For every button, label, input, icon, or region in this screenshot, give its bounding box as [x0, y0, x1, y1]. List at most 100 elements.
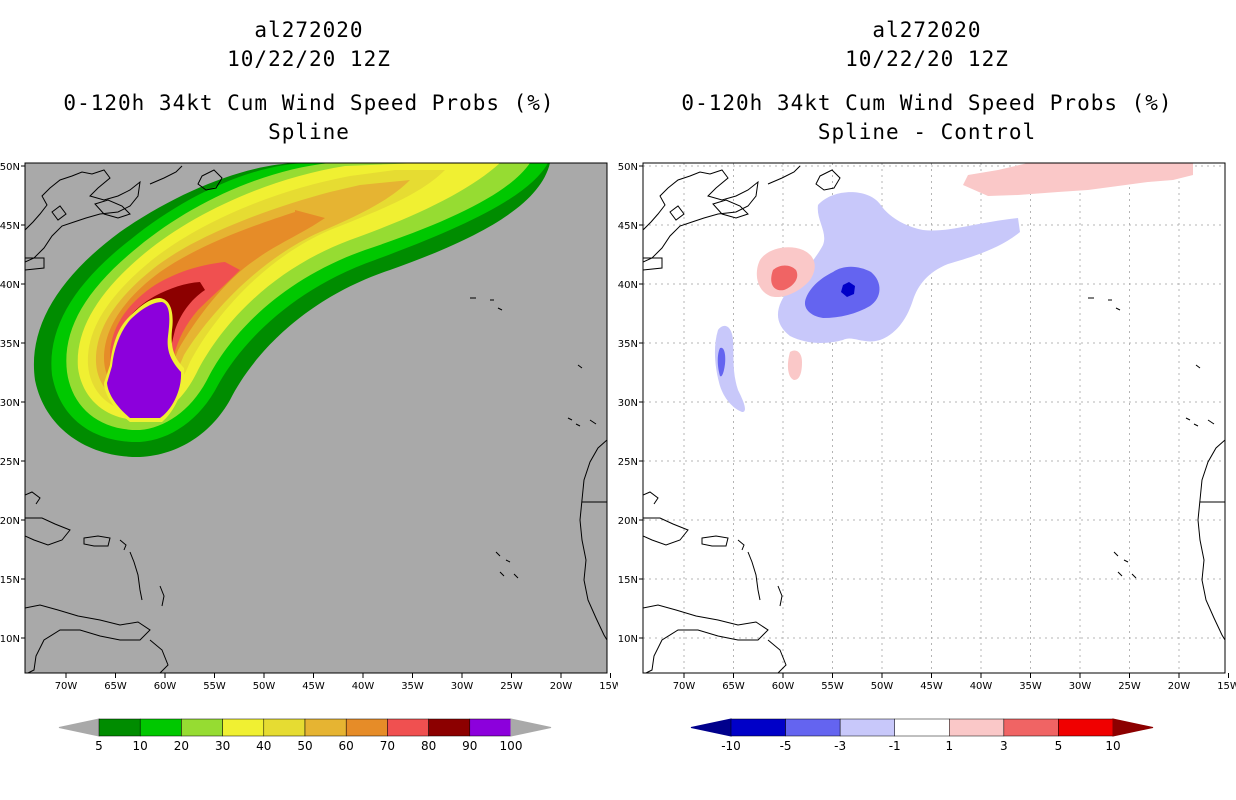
lat-tick-label: 50N	[0, 162, 20, 173]
colorbar-swatch	[785, 718, 841, 737]
lon-tick-label: 25W	[1118, 681, 1141, 692]
lat-tick-label: 40N	[0, 280, 20, 291]
colorbar-swatch	[730, 718, 786, 737]
lon-tick-label: 40W	[970, 681, 993, 692]
lat-tick-label: 45N	[618, 221, 638, 232]
colorbar-swatch	[345, 718, 388, 737]
right-coastlines	[643, 165, 1225, 673]
colorbar-swatch	[949, 718, 1005, 737]
colorbar-label: 30	[215, 739, 230, 753]
diff-neg-1-west	[714, 325, 745, 412]
colorbar-label: 5	[1055, 739, 1063, 753]
colorbar-label: -5	[780, 739, 792, 753]
colorbar-swatch	[139, 718, 182, 737]
lon-tick-label: 30W	[1069, 681, 1092, 692]
lon-tick-label: 70W	[55, 681, 78, 692]
colorbar-high-arrow	[1112, 718, 1154, 737]
left-panel: al272020 10/22/20 12Z 0-120h 34kt Cum Wi…	[0, 18, 618, 753]
diff-neg-3-west	[717, 347, 726, 377]
lon-tick-label: 30W	[451, 681, 474, 692]
lat-tick-label: 35N	[618, 339, 638, 350]
colorbar-label: -1	[889, 739, 901, 753]
colorbar-swatch	[428, 718, 471, 737]
left-colorbar: 5 10 20 30 40 50 60 70 80 90 100	[58, 718, 552, 753]
colorbar-label: 3	[1000, 739, 1008, 753]
colorbar-swatch	[181, 718, 223, 737]
colorbar-swatch	[222, 718, 265, 737]
left-map-frame	[24, 162, 608, 674]
left-longitude-ticks: 70W 65W 60W 55W 50W 45W 40W 35W 30W 25W 20W 15W	[55, 673, 618, 692]
lon-tick-label: 35W	[401, 681, 424, 692]
colorbar-swatch	[387, 718, 429, 737]
left-product-title: 0-120h 34kt Cum Wind Speed Probs (%)	[63, 91, 555, 115]
lon-tick-label: 25W	[500, 681, 523, 692]
colorbar-label: -3	[834, 739, 846, 753]
colorbar-swatch	[1003, 718, 1059, 737]
lat-tick-label: 45N	[0, 221, 20, 232]
colorbar-label: 40	[256, 739, 271, 753]
left-datetime: 10/22/20 12Z	[227, 47, 391, 71]
lon-tick-label: 70W	[673, 681, 696, 692]
right-map-svg: 70W 65W 60W 55W 50W 45W 40W 35W 30W 25W 20W 15W 50N…	[618, 162, 1236, 753]
colorbar-swatch	[469, 718, 512, 737]
lat-tick-label: 15N	[618, 575, 638, 586]
lat-tick-label: 25N	[618, 457, 638, 468]
left-map-svg: 70W 65W 60W 55W 50W 45W 40W 35W 30W 25W 20W 15W 50N…	[0, 162, 618, 753]
lat-tick-label: 10N	[0, 634, 20, 645]
colorbar-label: 1	[945, 739, 953, 753]
lon-tick-label: 60W	[772, 681, 795, 692]
right-colorbar: -10 -5 -3 -1 1 3 5 10	[690, 718, 1154, 753]
lat-tick-label: 30N	[618, 398, 638, 409]
colorbar-swatch	[839, 718, 895, 737]
lat-tick-label: 40N	[618, 280, 638, 291]
right-panel: al272020 10/22/20 12Z 0-120h 34kt Cum Wi…	[618, 0, 1236, 800]
right-map-frame	[642, 162, 1226, 674]
left-latitude-ticks: 50N 45N 40N 35N 30N 25N 20N 15N 10N	[0, 162, 25, 645]
right-longitude-ticks: 70W 65W 60W 55W 50W 45W 40W 35W 30W 25W 20W 15W	[673, 673, 1236, 692]
colorbar-label: 80	[421, 739, 436, 753]
lon-tick-label: 15W	[1217, 681, 1236, 692]
colorbar-label: 10	[133, 739, 148, 753]
right-subtitle: Spline - Control	[817, 120, 1037, 144]
lat-tick-label: 15N	[0, 575, 20, 586]
colorbar-label: 20	[174, 739, 189, 753]
lat-tick-label: 35N	[0, 339, 20, 350]
left-coastlines	[25, 165, 607, 673]
left-storm-id: al272020	[254, 18, 364, 42]
lon-tick-label: 65W	[104, 681, 127, 692]
lat-tick-label: 20N	[0, 516, 20, 527]
lon-tick-label: 55W	[203, 681, 226, 692]
lon-tick-label: 40W	[352, 681, 375, 692]
lon-tick-label: 45W	[302, 681, 325, 692]
lon-tick-label: 65W	[722, 681, 745, 692]
colorbar-label: -10	[721, 739, 741, 753]
colorbar-high-arrow	[510, 718, 552, 737]
lon-tick-label: 15W	[599, 681, 618, 692]
colorbar-low-arrow	[690, 718, 732, 737]
lon-tick-label: 50W	[871, 681, 894, 692]
lon-tick-label: 35W	[1019, 681, 1042, 692]
colorbar-swatch	[98, 718, 141, 737]
colorbar-label: 60	[339, 739, 354, 753]
lon-tick-label: 20W	[550, 681, 573, 692]
right-datetime: 10/22/20 12Z	[845, 47, 1009, 71]
lon-tick-label: 60W	[154, 681, 177, 692]
right-latitude-ticks: 50N 45N 40N 35N 30N 25N 20N 15N 10N	[618, 162, 643, 645]
colorbar-swatch	[1058, 718, 1114, 737]
diff-pos-3-west	[771, 265, 798, 291]
right-storm-id: al272020	[872, 18, 982, 42]
colorbar-label: 70	[380, 739, 395, 753]
lat-tick-label: 20N	[618, 516, 638, 527]
lat-tick-label: 25N	[0, 457, 20, 468]
lat-tick-label: 50N	[618, 162, 638, 173]
lon-tick-label: 45W	[920, 681, 943, 692]
lon-tick-label: 50W	[253, 681, 276, 692]
diff-neg-5-core	[841, 282, 855, 297]
colorbar-swatch	[304, 718, 347, 737]
colorbar-label: 100	[500, 739, 523, 753]
diff-pos-1-south	[787, 350, 802, 380]
lon-tick-label: 55W	[821, 681, 844, 692]
colorbar-swatch	[894, 718, 950, 737]
colorbar-label: 50	[297, 739, 312, 753]
left-probability-contours	[33, 163, 550, 458]
